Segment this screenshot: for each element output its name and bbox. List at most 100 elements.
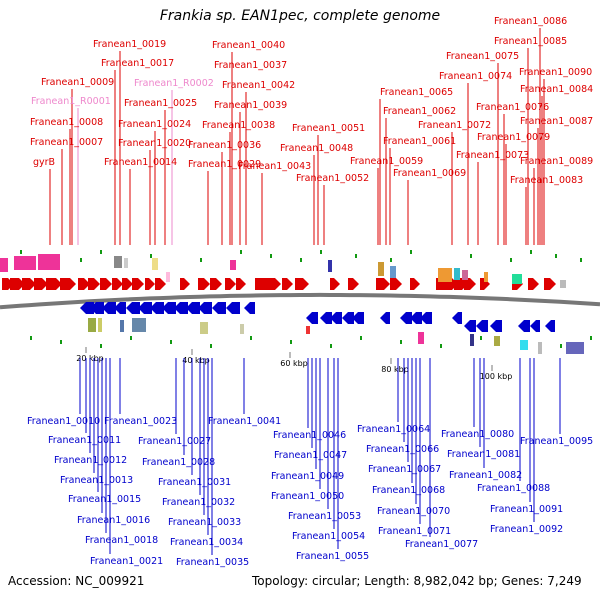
bottom-gene-label[interactable]: Franean1_0068 [372,485,445,496]
bottom-gene-label[interactable]: Franean1_0066 [366,444,439,455]
top-gene-label[interactable]: Franean1_0029 [188,159,261,170]
gene-feature-box [306,326,310,334]
bottom-gene-label[interactable]: Franean1_0012 [54,455,127,466]
orf-marker [320,250,322,254]
top-gene-label[interactable]: Franean1_0019 [93,39,166,50]
bottom-gene-label[interactable]: Franean1_0041 [208,416,281,427]
top-gene-label[interactable]: gyrB [33,157,55,168]
orf-marker [360,336,362,340]
bottom-gene-label[interactable]: Franean1_0021 [90,556,163,567]
top-gene-label[interactable]: Franean1_0083 [510,175,583,186]
top-gene-label[interactable]: Franean1_0079 [477,132,550,143]
bottom-gene-label[interactable]: Franean1_0067 [368,464,441,475]
top-gene-label[interactable]: Franean1_0038 [202,120,275,131]
bottom-gene-label[interactable]: Franean1_0016 [77,515,150,526]
top-gene-label[interactable]: Franean1_0039 [214,100,287,111]
bottom-gene-label[interactable]: Franean1_0033 [168,517,241,528]
bottom-gene-label[interactable]: Franean1_0095 [520,436,593,447]
top-gene-label[interactable]: Franean1_0062 [383,106,456,117]
orf-marker [560,344,562,348]
top-gene-label[interactable]: Franean1_0007 [30,137,103,148]
reverse-gene [226,302,240,314]
bottom-gene-label[interactable]: Franean1_0046 [273,430,346,441]
top-gene-label[interactable]: Franean1_0073 [456,150,529,161]
genome-backbone [0,292,600,310]
top-gene-label[interactable]: Franean1_0076 [476,102,549,113]
bottom-gene-label[interactable]: Franean1_0070 [377,506,450,517]
bottom-gene-label[interactable]: Franean1_0031 [158,477,231,488]
bottom-gene-label[interactable]: Franean1_0080 [441,429,514,440]
top-gene-label[interactable]: Franean1_0085 [494,36,567,47]
top-gene-label[interactable]: Franean1_R0002 [134,78,214,89]
top-gene-label[interactable]: Franean1_0051 [292,123,365,134]
top-gene-label[interactable]: Franean1_0086 [494,16,567,27]
top-gene-label[interactable]: Franean1_0084 [520,84,593,95]
reverse-gene [162,302,176,314]
reverse-gene [452,312,462,324]
bottom-gene-label[interactable]: Franean1_0091 [490,504,563,515]
bottom-gene-label[interactable]: Franean1_0010 [27,416,100,427]
bottom-gene-label[interactable]: Franean1_0034 [170,537,243,548]
bottom-gene-label[interactable]: Franean1_0082 [449,470,522,481]
top-gene-label[interactable]: Franean1_0014 [104,157,177,168]
bottom-gene-label[interactable]: Franean1_0049 [271,471,344,482]
top-gene-label[interactable]: Franean1_0069 [393,168,466,179]
top-gene-label[interactable]: Franean1_0020 [118,138,191,149]
top-gene-label[interactable]: Franean1_0042 [222,80,295,91]
forward-gene [100,278,112,290]
bottom-gene-label[interactable]: Franean1_0064 [357,424,430,435]
bottom-gene-label[interactable]: Franean1_0077 [405,539,478,550]
top-gene-label[interactable]: Franean1_0065 [380,87,453,98]
top-gene-label[interactable]: Franean1_0008 [30,117,103,128]
bottom-gene-label[interactable]: Franean1_0023 [104,416,177,427]
top-gene-label[interactable]: Franean1_0040 [212,40,285,51]
top-gene-label[interactable]: Franean1_0075 [446,51,519,62]
bottom-gene-label[interactable]: Franean1_0055 [296,551,369,562]
orf-marker [410,250,412,254]
reverse-gene [476,320,488,332]
bottom-gene-label[interactable]: Franean1_0071 [378,526,451,537]
gene-feature-box [152,258,158,270]
top-gene-label[interactable]: Franean1_0059 [350,156,423,167]
top-gene-label[interactable]: Franean1_0090 [519,67,592,78]
top-gene-label[interactable]: Franean1_0017 [101,58,174,69]
gene-feature-box [560,280,566,288]
top-gene-label[interactable]: Franean1_0052 [296,173,369,184]
top-gene-label[interactable]: Franean1_0072 [418,120,491,131]
bottom-gene-label[interactable]: Franean1_0018 [85,535,158,546]
orf-marker [590,336,592,340]
bottom-gene-label[interactable]: Franean1_0047 [274,450,347,461]
reverse-gene [400,312,412,324]
gene-feature-box [124,258,128,268]
reverse-gene [330,312,342,324]
orf-marker [510,258,512,262]
top-gene-label[interactable]: Franean1_0009 [41,77,114,88]
bottom-gene-label[interactable]: Franean1_0011 [48,435,121,446]
bottom-gene-label[interactable]: Franean1_0032 [162,497,235,508]
top-gene-label[interactable]: Franean1_0074 [439,71,512,82]
bottom-gene-label[interactable]: Franean1_0050 [271,491,344,502]
bottom-gene-label[interactable]: Franean1_0015 [68,494,141,505]
bottom-gene-label[interactable]: Franean1_0053 [288,511,361,522]
top-gene-label[interactable]: Franean1_R0001 [31,96,111,107]
bottom-gene-label[interactable]: Franean1_0013 [60,475,133,486]
orf-marker [30,336,32,340]
top-gene-label[interactable]: Franean1_0036 [188,140,261,151]
bottom-gene-label[interactable]: Franean1_0054 [292,531,365,542]
top-gene-label[interactable]: Franean1_0043 [238,161,311,172]
top-gene-label[interactable]: Franean1_0061 [383,136,456,147]
top-gene-label[interactable]: Franean1_0025 [124,98,197,109]
top-gene-label[interactable]: Franean1_0037 [214,60,287,71]
bottom-gene-label[interactable]: Franean1_0027 [138,436,211,447]
top-gene-label[interactable]: Franean1_0089 [520,156,593,167]
bottom-gene-label[interactable]: Franean1_0028 [142,457,215,468]
top-gene-label[interactable]: Franean1_0087 [520,116,593,127]
bottom-gene-label[interactable]: Franean1_0088 [477,483,550,494]
forward-gene [464,278,476,290]
bottom-gene-label[interactable]: Franean1_0035 [176,557,249,568]
top-gene-label[interactable]: Franean1_0048 [280,143,353,154]
bottom-gene-label[interactable]: Franean1_0092 [490,524,563,535]
gene-feature-box [538,342,542,354]
top-gene-label[interactable]: Franean1_0024 [118,119,191,130]
